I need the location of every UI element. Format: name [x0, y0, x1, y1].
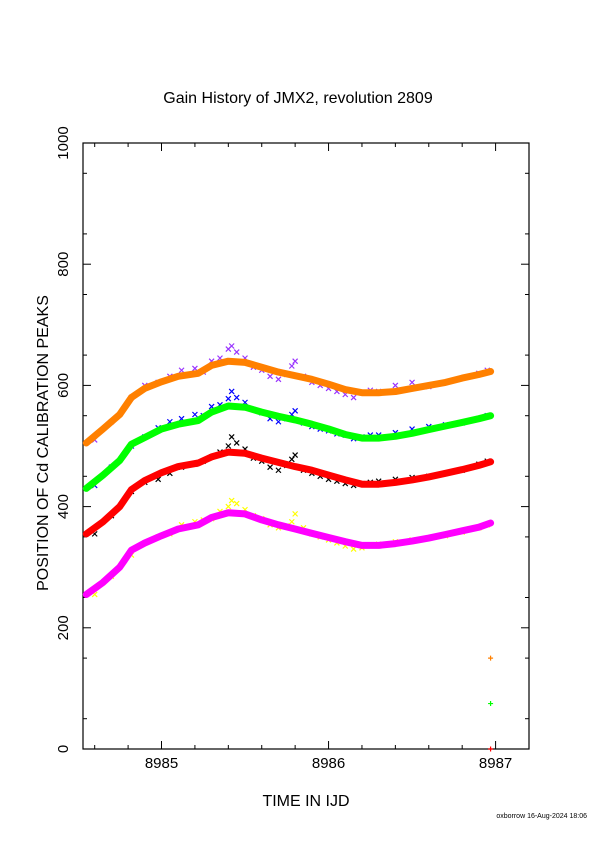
- data-point-x: [275, 467, 282, 474]
- data-point-x: [267, 464, 274, 471]
- data-point-x: [233, 500, 240, 507]
- data-point-x: [228, 388, 235, 395]
- y-tick-label: 1000: [55, 126, 72, 159]
- y-tick-label: 200: [55, 615, 72, 640]
- data-point-x: [275, 376, 282, 383]
- x-tick-label: 8987: [479, 755, 512, 772]
- data-point-x: [292, 358, 299, 365]
- series-layer: [82, 343, 495, 752]
- series-8: [488, 655, 494, 661]
- x-tick-label: 8985: [145, 755, 178, 772]
- data-point-x: [288, 363, 295, 369]
- x-tick-label: 8986: [312, 755, 345, 772]
- data-point-x: [178, 367, 185, 374]
- x-axis-label: TIME IN IJD: [262, 793, 349, 810]
- data-point-x: [225, 443, 232, 449]
- series-3: [91, 497, 491, 598]
- data-point-x: [350, 394, 357, 401]
- data-point-x: [292, 452, 299, 459]
- series-line: [82, 509, 495, 598]
- plot-frame: [82, 142, 530, 750]
- data-point-x: [191, 411, 198, 418]
- y-tick-label: 600: [55, 373, 72, 398]
- y-axis: 0 200 400 600 800 1000: [55, 126, 529, 753]
- data-point-x: [392, 382, 399, 389]
- series-6: [82, 448, 495, 538]
- y-tick-label: 800: [55, 252, 72, 277]
- data-point-x: [292, 407, 299, 414]
- data-point-x: [228, 497, 235, 504]
- series-7: [82, 509, 495, 598]
- series-5: [82, 402, 495, 492]
- series-10: [488, 746, 494, 752]
- footer-credit: oxborrow 16-Aug-2024 18:06: [496, 813, 587, 820]
- data-point-plus: [488, 701, 494, 707]
- data-point-x: [225, 395, 232, 402]
- data-point-x: [267, 373, 274, 380]
- series-line: [82, 448, 495, 538]
- chart-title: Gain History of JMX2, revolution 2809: [163, 90, 433, 107]
- data-point-plus: [488, 746, 494, 752]
- data-point-x: [228, 433, 235, 440]
- data-point-x: [288, 456, 295, 463]
- data-point-x: [228, 343, 235, 349]
- series-4: [82, 357, 495, 447]
- data-point-x: [292, 510, 299, 517]
- y-tick-label: 400: [55, 494, 72, 519]
- data-point-x: [233, 440, 240, 446]
- x-axis: 8985 8986 8987: [94, 143, 512, 772]
- series-line: [82, 402, 495, 492]
- y-axis-label: POSITION OF Cd CALIBRATION PEAKS: [35, 295, 52, 591]
- data-point-x: [288, 518, 295, 525]
- data-point-x: [233, 394, 240, 401]
- series-9: [488, 701, 494, 707]
- data-point-x: [409, 379, 415, 386]
- y-tick-label: 0: [55, 745, 72, 753]
- data-point-x: [225, 503, 232, 510]
- data-point-plus: [488, 655, 494, 661]
- series-line: [82, 357, 495, 447]
- data-point-x: [233, 349, 240, 355]
